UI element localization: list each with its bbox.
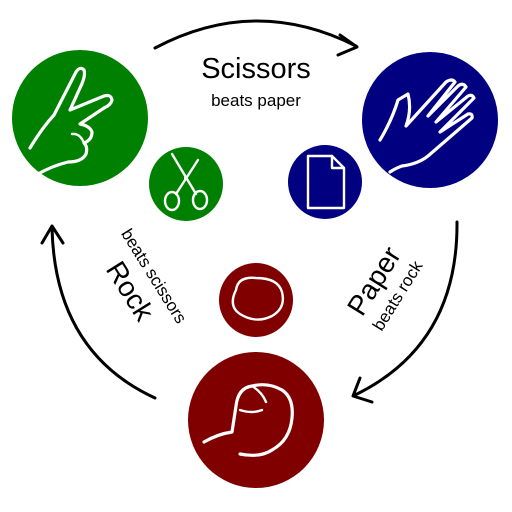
- v-sign-hand-icon: [28, 66, 114, 176]
- scissors-object-circle: [149, 147, 223, 221]
- paper-hand-circle: [362, 52, 498, 188]
- arrow-scissors-to-paper: [153, 19, 359, 57]
- fist-icon: [202, 383, 294, 457]
- paper-label: Paper beats rock: [341, 241, 427, 334]
- rock-hand-circle: [188, 352, 324, 488]
- stone-icon: [231, 276, 285, 321]
- scissors-icon: [163, 152, 209, 212]
- rock-label: Rock beats scissors: [100, 225, 190, 327]
- arrow-rock-to-scissors: [40, 224, 157, 400]
- scissors-group: [12, 50, 223, 221]
- rock-group: [188, 263, 324, 488]
- document-icon: [306, 154, 346, 210]
- paper-group: [288, 52, 498, 219]
- arrow-paper-to-rock: [351, 220, 459, 404]
- scissors-label: Scissors beats paper: [201, 53, 311, 110]
- scissors-hand-circle: [12, 50, 148, 186]
- open-hand-icon: [378, 78, 476, 174]
- scissors-title: Scissors: [201, 53, 311, 85]
- scissors-subtitle: beats paper: [211, 91, 301, 110]
